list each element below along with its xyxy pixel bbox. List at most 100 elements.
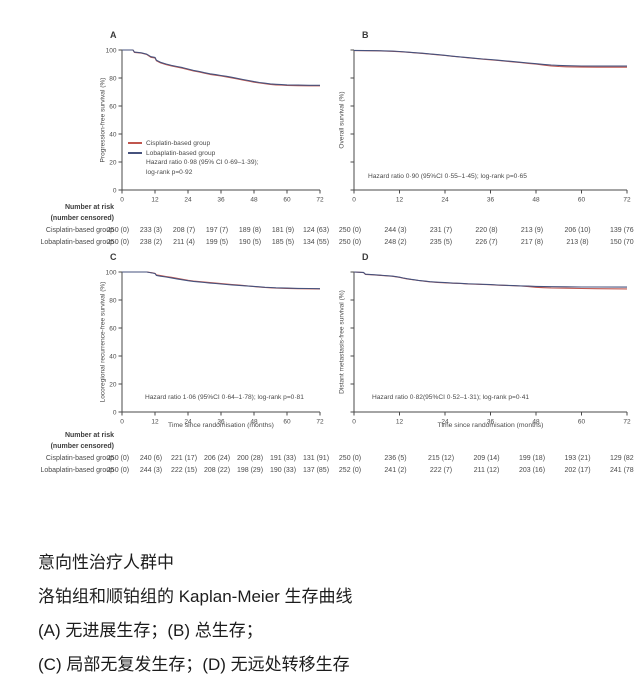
risk-cell: 252 (0): [338, 467, 362, 474]
plot-svg: 0 20 40 60 80 100 0 12 24 36 48 60 72: [106, 269, 324, 426]
risk-row-label: Cisplatin-based group: [45, 455, 114, 462]
y-tick-label: 60: [109, 325, 117, 332]
x-tick-label: 24: [184, 419, 192, 426]
x-tick-label: 12: [151, 197, 159, 204]
risk-table-header: Number at risk: [64, 204, 114, 211]
risk-cell: 222 (15): [170, 467, 198, 474]
x-tick-label: 12: [396, 197, 404, 204]
legend-label: Cisplatin-based group: [146, 139, 211, 147]
risk-cell: 240 (6): [139, 455, 163, 462]
risk-cell: 238 (2): [139, 239, 163, 246]
caption: 意向性治疗人群中 洛铂组和顺铂组的 Kaplan-Meier 生存曲线 (A) …: [38, 546, 353, 682]
survival-curve-cisplatin: [353, 50, 627, 68]
risk-cell: 250 (0): [338, 227, 362, 234]
survival-curve-lobaplatin: [122, 49, 320, 86]
risk-cell: 189 (8): [238, 227, 262, 234]
x-tick-label: 36: [217, 197, 225, 204]
risk-table-header: (number censored): [50, 443, 114, 450]
y-tick-label: 60: [109, 103, 117, 110]
risk-cell: 235 (5): [429, 239, 453, 246]
figure: A Progression-free survival (%) 0 20 40 60 80 1…: [40, 30, 634, 474]
y-tick-label: 80: [109, 297, 117, 304]
caption-line: 洛铂组和顺铂组的 Kaplan-Meier 生存曲线: [38, 587, 353, 606]
legend-swatch: [128, 152, 142, 154]
legend-item: Cisplatin-based group: [128, 138, 215, 148]
risk-cell: 217 (8): [520, 239, 544, 246]
risk-cell: 198 (29): [236, 467, 264, 474]
caption-line: 意向性治疗人群中: [38, 553, 174, 572]
risk-table-header: Number at risk: [64, 432, 114, 439]
y-tick-label: 40: [109, 131, 117, 138]
risk-cell: 211 (4): [173, 239, 195, 246]
risk-cell: 199 (18): [518, 455, 546, 462]
survival-curve-cisplatin: [122, 271, 321, 290]
risk-cell: 190 (33): [269, 467, 297, 474]
risk-cell: 131 (91): [302, 455, 330, 462]
panel-B: B Overall survival (%) 0 12 24 36 48 60 72 Hazard…: [338, 30, 634, 220]
x-tick-label: 72: [316, 197, 324, 204]
survival-curve-cisplatin: [353, 271, 628, 290]
x-tick-label: 36: [217, 419, 225, 426]
survival-curve-lobaplatin: [353, 49, 627, 67]
x-tick-label: 60: [578, 197, 586, 204]
risk-cell: 215 (12): [427, 455, 455, 462]
risk-cell: 150 (70): [609, 239, 634, 246]
risk-cell: 203 (16): [518, 467, 546, 474]
risk-cell: 137 (85): [302, 467, 330, 474]
y-tick-label: 100: [106, 269, 117, 276]
caption-line: (A) 无进展生存；(B) 总生存；: [38, 621, 263, 640]
x-tick-label: 0: [352, 419, 356, 426]
risk-cell: 226 (7): [475, 239, 498, 246]
y-tick-label: 20: [109, 381, 117, 388]
legend-label: Lobaplatin-based group: [146, 149, 216, 157]
risk-cell: 208 (22): [203, 467, 231, 474]
panel-letter: B: [362, 30, 369, 40]
x-tick-label: 36: [487, 419, 495, 426]
y-tick-label: 20: [109, 159, 117, 166]
x-tick-label: 0: [352, 197, 356, 204]
risk-cell: 241 (2): [384, 467, 407, 474]
y-tick-label: 100: [106, 47, 117, 54]
survival-curve-cisplatin: [122, 49, 320, 87]
risk-cell: 250 (0): [338, 455, 362, 462]
y-tick-label: 0: [113, 187, 117, 194]
x-tick-label: 48: [532, 419, 540, 426]
risk-cell: 202 (17): [564, 467, 591, 474]
x-tick-label: 72: [623, 419, 631, 426]
plot-svg: 0 12 24 36 48 60 72: [350, 271, 631, 426]
x-tick-label: 72: [623, 197, 631, 204]
risk-cell: 233 (3): [139, 227, 163, 234]
panel-letter: D: [362, 252, 369, 262]
risk-cell: 193 (21): [564, 455, 591, 462]
x-tick-label: 24: [441, 419, 449, 426]
risk-cell: 197 (7): [205, 227, 229, 234]
risk-cell: 129 (82): [609, 455, 634, 462]
risk-cell: 185 (5): [271, 239, 295, 246]
risk-cell: 250 (0): [106, 467, 130, 474]
risk-cell: 199 (5): [205, 239, 229, 246]
x-axis-label: Time since randomisation (months): [437, 422, 544, 429]
x-tick-label: 60: [283, 197, 291, 204]
risk-cell: 244 (3): [139, 467, 163, 474]
risk-cell: 250 (0): [106, 239, 130, 246]
y-tick-label: 40: [109, 353, 117, 360]
y-tick-label: 80: [109, 75, 117, 82]
risk-cell: 124 (63): [302, 227, 330, 234]
risk-cell: 248 (2): [384, 239, 407, 246]
risk-cell: 250 (0): [106, 227, 130, 234]
plot-svg: 0 12 24 36 48 60 72: [350, 49, 631, 204]
axes: [121, 272, 320, 413]
risk-cell: 236 (5): [384, 455, 407, 462]
risk-cell: 213 (8): [566, 239, 589, 246]
risk-cell: 191 (33): [269, 455, 297, 462]
hazard-text: Hazard ratio 1·06 (95%CI 0·64–1·78); log…: [145, 394, 304, 401]
legend: Cisplatin-based group Lobaplatin-based gr…: [128, 138, 215, 158]
x-tick-label: 60: [578, 419, 586, 426]
x-tick-label: 12: [396, 419, 404, 426]
plot-svg: 0 20 40 60 80 100 0 12 24 36 48 60 72: [106, 47, 324, 204]
risk-row-label: Lobaplatin-based group: [40, 239, 114, 246]
axes: [353, 272, 627, 413]
x-tick-label: 24: [441, 197, 449, 204]
risk-cell: 222 (7): [429, 467, 453, 474]
